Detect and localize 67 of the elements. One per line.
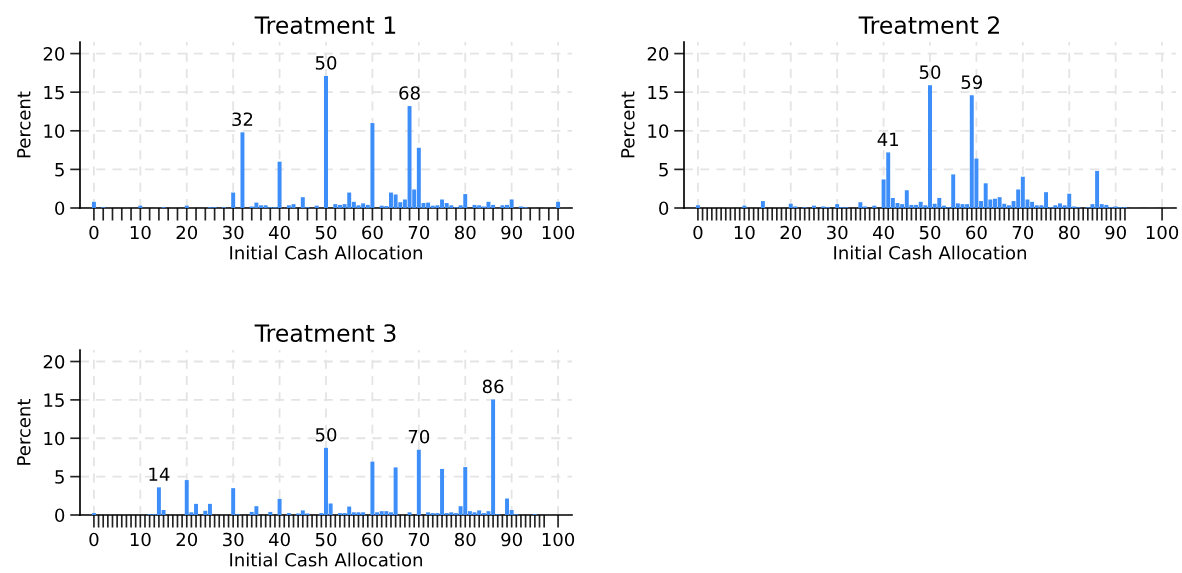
- x-tick-label: 80: [1058, 225, 1080, 240]
- x-tick-label: 80: [454, 532, 476, 547]
- x-tick-label: 30: [223, 532, 244, 547]
- x-tick-label: 0: [693, 225, 703, 240]
- annotation: 68: [399, 86, 420, 100]
- x-tick-label: 50: [315, 225, 337, 240]
- x-tick-label: 10: [130, 225, 151, 240]
- y-tick-label: 0: [55, 201, 65, 216]
- x-tick-label: 0: [89, 532, 99, 547]
- x-tick-label: 50: [315, 532, 337, 547]
- x-tick-label: 70: [408, 225, 430, 240]
- y-tick-label: 20: [43, 354, 65, 369]
- annotation: 70: [408, 429, 430, 444]
- y-axis-title: Percent: [621, 91, 635, 158]
- x-tick-label: 30: [223, 225, 244, 240]
- x-tick-label: 90: [501, 532, 522, 547]
- annotation: 86: [482, 379, 504, 394]
- x-tick-label: 60: [362, 532, 383, 547]
- x-tick-label: 40: [268, 225, 290, 240]
- chart-title: Treatment 2: [858, 16, 999, 34]
- y-tick-label: 15: [44, 393, 64, 407]
- x-tick-label: 40: [872, 225, 894, 240]
- x-tick-label: 80: [454, 225, 476, 240]
- x-tick-label: 0: [89, 225, 99, 240]
- annotation: 50: [315, 427, 337, 442]
- x-tick-label: 100: [542, 225, 575, 240]
- y-tick-label: 5: [659, 163, 668, 177]
- x-tick-label: 20: [176, 532, 198, 547]
- annotation: 41: [877, 132, 899, 146]
- y-tick-label: 20: [647, 47, 669, 61]
- y-tick-label: 15: [44, 85, 64, 100]
- x-axis-title: Initial Cash Allocation: [230, 245, 422, 260]
- y-tick-label: 5: [55, 163, 64, 177]
- x-tick-label: 10: [130, 532, 151, 547]
- annotation: 59: [961, 75, 982, 89]
- annotation: 50: [315, 56, 337, 70]
- x-axis-title: Initial Cash Allocation: [230, 552, 422, 567]
- x-tick-label: 20: [176, 225, 198, 240]
- y-tick-label: 10: [44, 431, 65, 446]
- y-tick-label: 20: [43, 47, 65, 61]
- x-tick-label: 10: [734, 225, 755, 240]
- annotation: 14: [149, 467, 170, 481]
- y-tick-label: 5: [55, 470, 64, 484]
- y-axis-title: Percent: [17, 91, 31, 158]
- y-tick-label: 10: [648, 124, 669, 138]
- x-tick-label: 60: [362, 225, 383, 240]
- chart-title: Treatment 3: [254, 324, 396, 342]
- x-tick-label: 70: [408, 532, 430, 547]
- y-tick-label: 15: [648, 85, 668, 100]
- y-tick-label: 10: [44, 124, 65, 138]
- x-tick-label: 30: [827, 225, 848, 240]
- x-tick-label: 100: [1146, 225, 1179, 240]
- annotation: 32: [232, 112, 253, 127]
- y-axis-title: Percent: [17, 398, 31, 465]
- x-tick-label: 40: [268, 532, 290, 547]
- x-tick-label: 20: [780, 225, 802, 240]
- x-axis-title: Initial Cash Allocation: [834, 245, 1026, 260]
- x-tick-label: 50: [919, 225, 941, 240]
- x-tick-label: 60: [966, 225, 987, 240]
- y-tick-label: 0: [55, 508, 65, 523]
- x-tick-label: 100: [542, 532, 575, 547]
- x-tick-label: 70: [1012, 225, 1034, 240]
- chart-title: Treatment 1: [254, 16, 396, 34]
- x-tick-label: 90: [1105, 225, 1126, 240]
- x-tick-label: 90: [501, 225, 522, 240]
- y-tick-label: 0: [659, 201, 669, 216]
- annotation: 50: [919, 65, 941, 79]
